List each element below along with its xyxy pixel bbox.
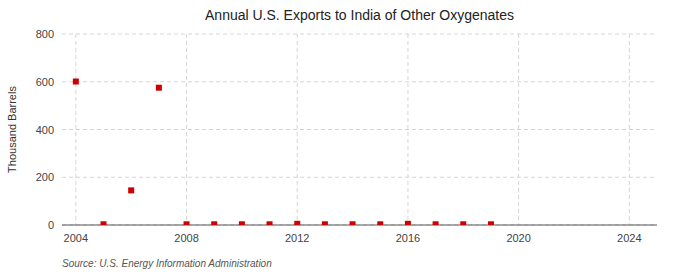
point <box>101 221 107 225</box>
x-tick-label: 2004 <box>64 232 88 244</box>
source-note: Source: U.S. Energy Information Administ… <box>62 258 272 269</box>
x-grid-line <box>297 34 298 225</box>
point <box>73 79 79 85</box>
y-tick-label: 400 <box>36 124 54 136</box>
x-tick-label: 2020 <box>506 232 530 244</box>
point <box>460 221 466 225</box>
x-tick-label: 2016 <box>396 232 420 244</box>
point <box>488 221 494 225</box>
grid <box>62 34 657 225</box>
point <box>405 221 411 225</box>
y-tick-label: 200 <box>36 171 54 183</box>
point <box>294 221 300 225</box>
x-grid-line <box>629 34 630 225</box>
point <box>377 221 383 225</box>
x-grid-line <box>407 34 408 225</box>
y-grid-line <box>62 129 657 130</box>
point <box>211 221 217 225</box>
y-axis-label: Thousand Barrels <box>6 86 18 173</box>
x-grid-line <box>186 34 187 225</box>
y-grid-line <box>62 34 657 35</box>
point <box>350 221 356 225</box>
x-grid-line <box>75 34 76 225</box>
x-tick-label: 2008 <box>174 232 198 244</box>
points <box>73 79 494 225</box>
x-tick-label: 2024 <box>617 232 641 244</box>
y-grid-line <box>62 225 657 226</box>
chart: Annual U.S. Exports to India of Other Ox… <box>0 0 675 275</box>
x-axis-line <box>62 225 657 226</box>
point <box>128 187 134 193</box>
point <box>433 221 439 225</box>
title: Annual U.S. Exports to India of Other Ox… <box>205 7 514 23</box>
y-tick-label: 0 <box>48 219 54 231</box>
y-tick-label: 600 <box>36 76 54 88</box>
x-grid-line <box>518 34 519 225</box>
point <box>322 221 328 225</box>
y-grid-line <box>62 177 657 178</box>
point <box>267 221 273 225</box>
y-grid-line <box>62 81 657 82</box>
point <box>239 221 245 225</box>
y-tick-label: 800 <box>36 28 54 40</box>
x-tick-label: 2012 <box>285 232 309 244</box>
point <box>184 221 190 225</box>
point <box>156 85 162 91</box>
